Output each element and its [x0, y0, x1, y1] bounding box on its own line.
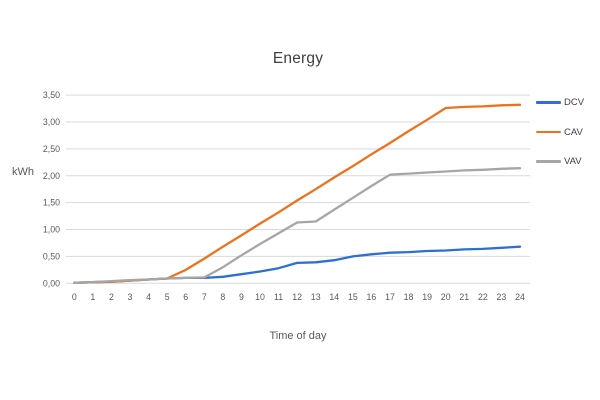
legend-entry-cav: CAV	[536, 126, 584, 139]
y-tick-label: 3,50	[43, 90, 60, 100]
x-tick-label: 0	[72, 292, 77, 302]
x-tick-label: 18	[404, 292, 414, 302]
y-tick-label: 1,50	[43, 198, 60, 208]
x-tick-label: 17	[385, 292, 395, 302]
chart-legend: DCV CAV VAV	[536, 96, 584, 185]
legend-label-vav: VAV	[564, 156, 582, 167]
legend-entry-vav: VAV	[536, 155, 584, 168]
legend-entry-dcv: DCV	[536, 96, 584, 109]
x-tick-label: 3	[128, 292, 133, 302]
x-tick-label: 11	[274, 292, 283, 302]
x-tick-label: 21	[459, 292, 469, 302]
y-axis-title: kWh	[12, 166, 34, 178]
cav-line-swatch-icon	[536, 130, 561, 134]
x-tick-label: 22	[478, 292, 488, 302]
x-tick-label: 6	[183, 292, 188, 302]
x-tick-label: 13	[311, 292, 321, 302]
y-tick-label: 3,00	[43, 117, 60, 127]
y-tick-label: 2,50	[43, 144, 60, 154]
x-tick-label: 14	[329, 292, 339, 302]
x-tick-label: 10	[255, 292, 265, 302]
x-tick-label: 9	[239, 292, 244, 302]
x-tick-label: 4	[146, 292, 151, 302]
y-tick-label: 0,00	[43, 278, 60, 288]
x-tick-label: 12	[292, 292, 302, 302]
x-tick-label: 15	[348, 292, 358, 302]
y-tick-label: 2,00	[43, 171, 60, 181]
x-tick-label: 24	[515, 292, 525, 302]
series-line-vav	[73, 167, 522, 284]
x-tick-label: 16	[367, 292, 377, 302]
x-tick-label: 8	[220, 292, 225, 302]
dcv-line-swatch-icon	[536, 101, 561, 104]
x-tick-label: 5	[165, 292, 170, 302]
x-tick-label: 19	[422, 292, 432, 302]
x-tick-label: 2	[109, 292, 114, 302]
legend-label-dcv: DCV	[564, 97, 585, 108]
series-line-dcv	[73, 245, 522, 284]
vav-line-swatch-icon	[536, 160, 561, 163]
x-tick-label: 7	[202, 292, 207, 302]
legend-label-cav: CAV	[564, 126, 583, 138]
y-tick-label: 1,00	[43, 225, 60, 235]
chart-title: Energy	[272, 50, 324, 67]
x-tick-label: 20	[441, 292, 451, 302]
y-tick-label: 0,50	[43, 251, 60, 261]
x-axis-title: Time of day	[269, 330, 327, 342]
x-tick-label: 23	[497, 292, 507, 302]
x-tick-label: 1	[90, 292, 95, 302]
